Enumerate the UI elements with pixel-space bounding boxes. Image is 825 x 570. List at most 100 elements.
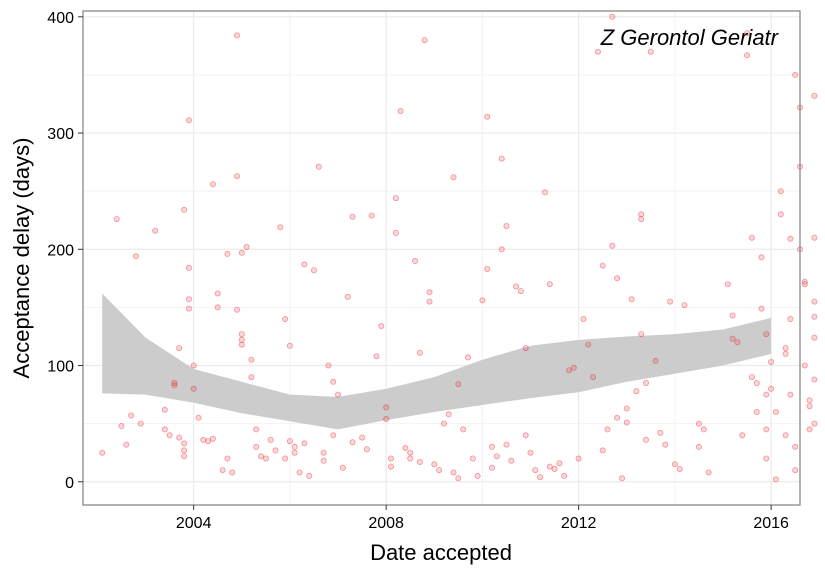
data-point	[411, 257, 418, 264]
data-point	[171, 382, 178, 389]
data-point	[233, 32, 240, 39]
data-point	[801, 362, 808, 369]
data-point	[758, 254, 765, 261]
data-point	[522, 345, 529, 352]
data-point	[772, 408, 779, 415]
data-point	[508, 457, 515, 464]
data-point	[753, 408, 760, 415]
data-point	[633, 388, 640, 395]
data-point	[181, 440, 188, 447]
data-point	[267, 436, 274, 443]
data-point	[638, 331, 645, 338]
data-points	[99, 13, 818, 483]
data-point	[339, 464, 346, 471]
data-point	[623, 405, 630, 412]
data-point	[748, 234, 755, 241]
data-point	[359, 434, 366, 441]
data-point	[392, 195, 399, 202]
data-point	[498, 246, 505, 253]
data-point	[484, 265, 491, 272]
data-point	[734, 339, 741, 346]
data-point	[118, 422, 125, 429]
data-point	[469, 455, 476, 462]
data-point	[657, 429, 664, 436]
data-point	[349, 213, 356, 220]
data-point	[272, 447, 279, 454]
data-point	[214, 304, 221, 311]
data-point	[181, 206, 188, 213]
data-point	[214, 290, 221, 297]
data-point	[330, 378, 337, 385]
data-point	[599, 262, 606, 269]
data-point	[676, 465, 683, 472]
data-point	[498, 155, 505, 162]
data-point	[729, 335, 736, 342]
y-tick-label: 0	[65, 475, 74, 492]
data-point	[209, 181, 216, 188]
data-point	[282, 315, 289, 322]
data-point	[229, 469, 236, 476]
y-tick-label: 400	[47, 10, 74, 27]
data-point	[306, 472, 313, 479]
data-point	[99, 449, 106, 456]
data-point	[166, 432, 173, 439]
y-tick-label: 200	[47, 242, 74, 259]
data-point	[128, 412, 135, 419]
data-point	[257, 453, 264, 460]
data-point	[349, 439, 356, 446]
data-point	[474, 472, 481, 479]
y-axis-ticks: 0 100 200 300 400	[47, 10, 83, 492]
data-point	[426, 298, 433, 305]
data-point	[363, 446, 370, 453]
data-point	[181, 447, 188, 454]
data-point	[161, 426, 168, 433]
data-point	[253, 443, 260, 450]
data-point	[344, 293, 351, 300]
data-point	[421, 37, 428, 44]
data-point	[368, 212, 375, 219]
data-point	[700, 426, 707, 433]
data-point	[132, 253, 139, 260]
data-point	[296, 469, 303, 476]
data-point	[378, 322, 385, 329]
data-point	[416, 349, 423, 356]
y-tick-label: 100	[47, 359, 74, 376]
data-point	[450, 174, 457, 181]
data-point	[402, 444, 409, 451]
data-point	[503, 222, 510, 229]
data-point	[585, 341, 592, 348]
data-point	[238, 331, 245, 338]
data-point	[484, 113, 491, 120]
data-point	[811, 334, 818, 341]
data-point	[455, 475, 462, 482]
data-point	[546, 281, 553, 288]
data-point	[638, 211, 645, 218]
data-point	[628, 296, 635, 303]
data-point	[440, 420, 447, 427]
data-point	[205, 438, 212, 445]
data-point	[811, 298, 818, 305]
data-point	[113, 216, 120, 223]
data-point	[542, 189, 549, 196]
data-point	[248, 374, 255, 381]
data-point	[233, 306, 240, 313]
data-point	[291, 449, 298, 456]
data-point	[397, 108, 404, 115]
x-axis-title: Date accepted	[370, 540, 512, 565]
data-point	[282, 455, 289, 462]
data-point	[768, 358, 775, 365]
plot-panel	[83, 11, 800, 505]
data-point	[811, 313, 818, 320]
data-point	[248, 356, 255, 363]
data-point	[744, 52, 751, 59]
data-point	[782, 432, 789, 439]
data-point	[176, 434, 183, 441]
x-tick-label: 2004	[176, 515, 212, 532]
data-point	[575, 455, 582, 462]
data-point	[416, 458, 423, 465]
data-point	[546, 463, 553, 470]
data-point	[392, 229, 399, 236]
data-point	[792, 71, 799, 78]
data-point	[209, 435, 216, 442]
data-point	[383, 415, 390, 422]
